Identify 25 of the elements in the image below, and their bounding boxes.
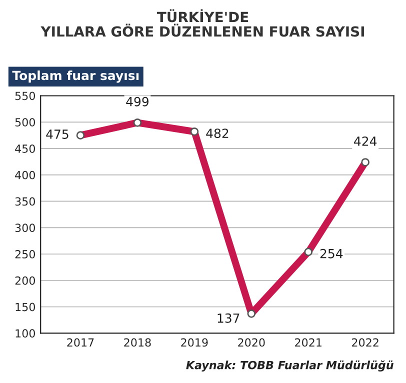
y-tick-label: 500 [15,118,35,127]
x-tick-label: 2019 [181,338,208,347]
x-tick-label: 2020 [238,338,265,347]
y-tick-label: 550 [15,92,35,100]
data-label: 499 [126,96,148,106]
y-tick-label: 350 [15,197,35,206]
text: Kaynak: TOBB Fuarlar Müdürlüğü [186,360,394,372]
data-label: 254 [320,248,343,258]
y-tick-label: 200 [15,276,35,285]
data-label: 137 [218,313,240,323]
y-tick-label: 300 [15,224,35,232]
y-tick-label: 150 [16,302,35,312]
chart-title: TÜRKİYE'DE YILLARA GÖRE DÜZENLENEN FUAR SAYISI [40,9,364,37]
x-tick-label: 2022 [352,338,378,347]
y-tick-label: 100 [16,329,35,338]
data-label: 424 [354,136,377,146]
x-tick-label: 2021 [295,338,322,347]
x-tick-label: 2018 [124,338,151,347]
data-label: 475 [46,130,68,139]
y-tick-label: 250 [15,250,35,258]
x-tick-label: 2017 [67,338,94,347]
y-axis-title: Toplam fuar sayısı [12,70,139,83]
y-tick-label: 400 [15,170,35,180]
y-tick-label: 450 [15,144,35,153]
data-label: 482 [206,128,228,138]
